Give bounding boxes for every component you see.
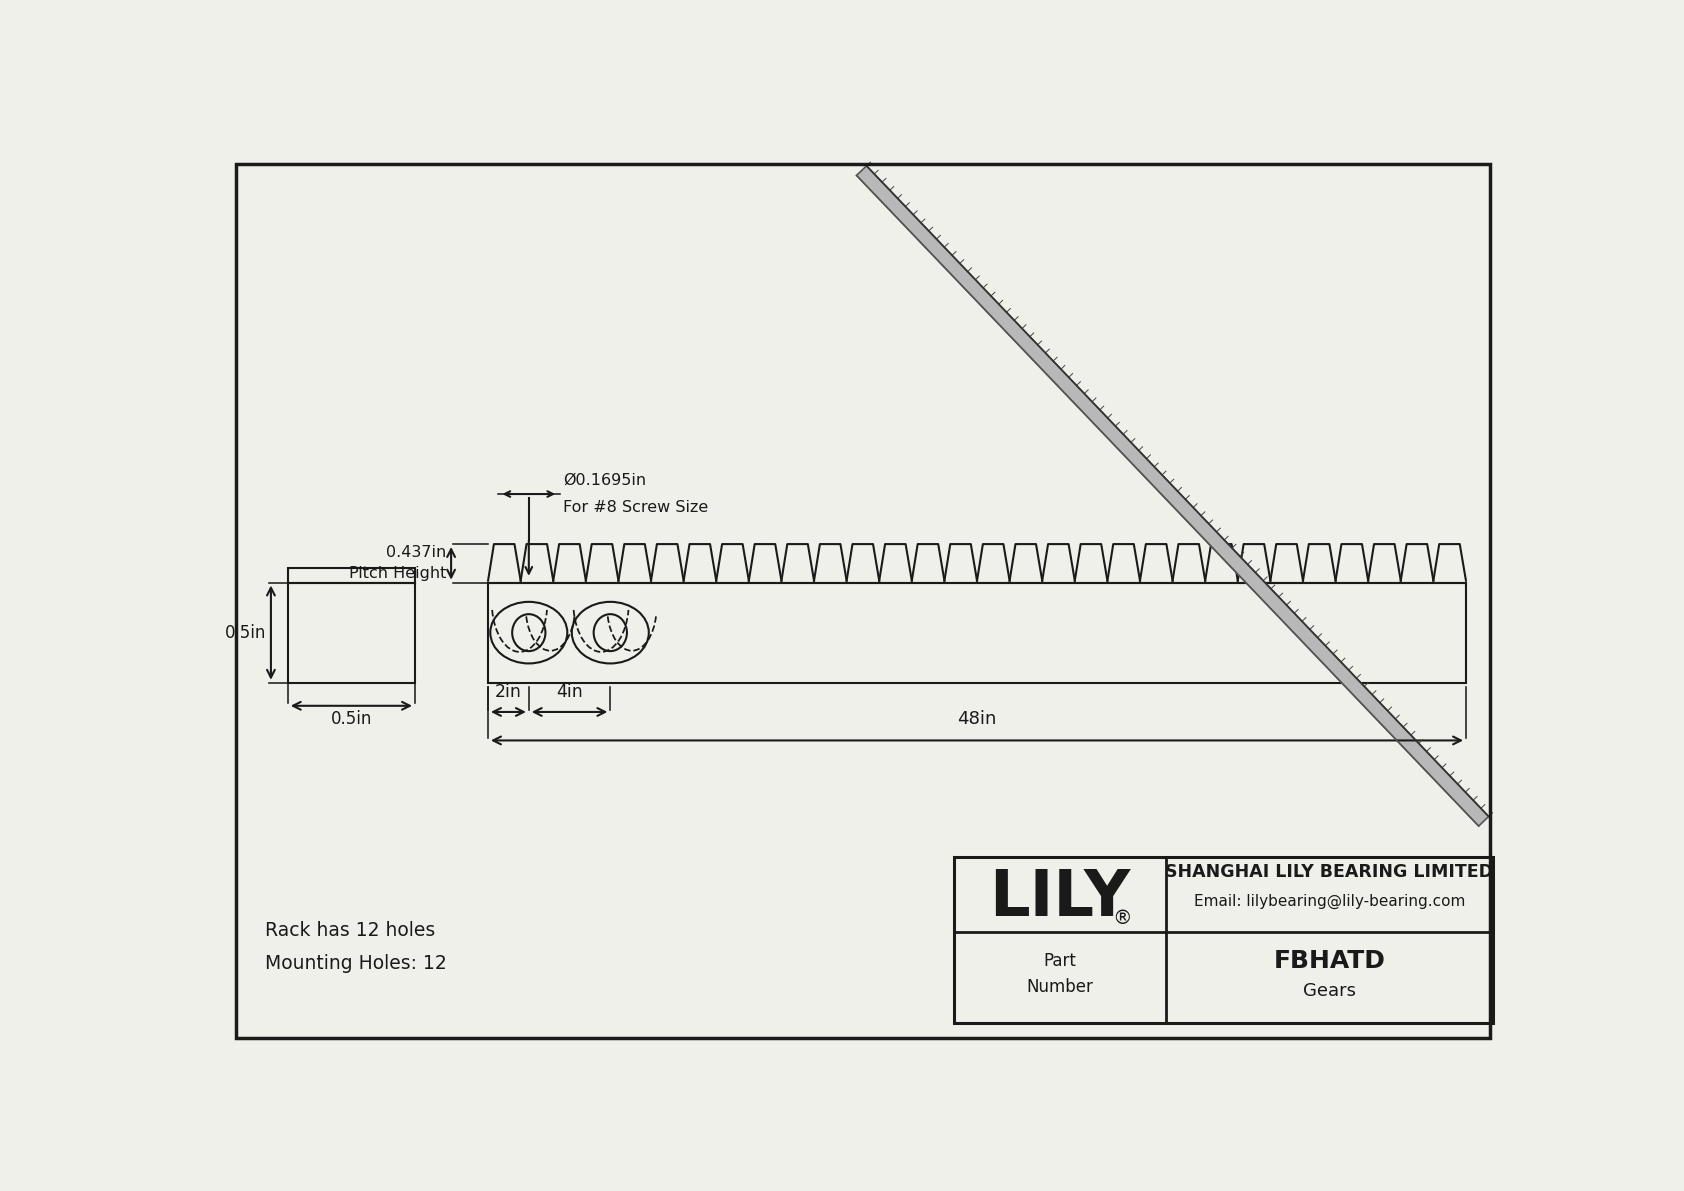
- Bar: [288, 568, 414, 582]
- Bar: [488, 582, 1467, 682]
- Text: 0.5in: 0.5in: [330, 710, 372, 729]
- Text: 0.437in
Pitch Height: 0.437in Pitch Height: [349, 545, 446, 581]
- Text: Email: lilybearing@lily-bearing.com: Email: lilybearing@lily-bearing.com: [1194, 893, 1465, 909]
- Polygon shape: [857, 166, 1489, 827]
- Bar: [288, 582, 414, 682]
- Text: Ø0.1695in: Ø0.1695in: [564, 473, 647, 488]
- Text: Part
Number: Part Number: [1026, 952, 1093, 996]
- Text: For #8 Screw Size: For #8 Screw Size: [564, 500, 709, 516]
- Text: LILY: LILY: [989, 867, 1130, 929]
- Text: Rack has 12 holes: Rack has 12 holes: [264, 921, 434, 940]
- Text: SHANGHAI LILY BEARING LIMITED: SHANGHAI LILY BEARING LIMITED: [1165, 863, 1494, 881]
- Text: Mounting Holes: 12: Mounting Holes: 12: [264, 954, 446, 973]
- Text: 2in: 2in: [495, 684, 522, 701]
- Text: 48in: 48in: [957, 710, 997, 728]
- Text: FBHATD: FBHATD: [1273, 949, 1386, 973]
- Text: 0.5in: 0.5in: [226, 624, 266, 642]
- Text: ®: ®: [1111, 909, 1132, 928]
- Text: Gears: Gears: [1303, 983, 1356, 1000]
- Text: 4in: 4in: [556, 684, 583, 701]
- Bar: [953, 858, 1494, 1023]
